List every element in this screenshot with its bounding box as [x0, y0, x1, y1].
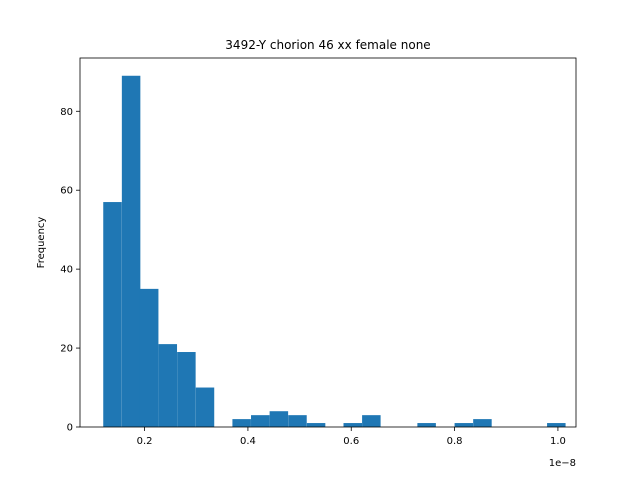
histogram-bar — [417, 423, 436, 427]
plot-frame — [79, 57, 577, 428]
y-tick-label: 80 — [60, 107, 73, 118]
histogram-bar — [232, 419, 251, 427]
y-tick-label: 20 — [60, 344, 73, 355]
x-tick-label: 0.4 — [240, 436, 256, 447]
x-tick-label: 0.6 — [343, 436, 359, 447]
histogram-bar — [177, 352, 196, 427]
histogram-bar — [454, 423, 474, 427]
histogram-bar — [158, 344, 178, 427]
x-tick-label: 0.8 — [447, 436, 463, 447]
chart-title: 3492-Y chorion 46 xx female none — [225, 38, 430, 52]
histogram-bar — [103, 202, 122, 427]
histogram-bar — [473, 419, 492, 427]
y-tick-label: 60 — [60, 186, 73, 197]
histogram-bar — [139, 288, 159, 427]
histogram-bar — [121, 75, 141, 427]
histogram-bar — [195, 387, 215, 427]
x-axis: 0.2 0.4 0.6 0.8 1.0 — [137, 427, 566, 447]
bars-group — [103, 75, 566, 427]
histogram-bar — [362, 415, 381, 427]
histogram-bar — [251, 415, 270, 427]
histogram-bar — [288, 415, 307, 427]
y-axis-label: Frequency — [36, 217, 47, 269]
x-axis-offset-label: 1e−8 — [549, 458, 576, 469]
histogram-bar — [269, 411, 289, 427]
y-axis: 0 20 40 60 80 — [60, 107, 80, 434]
y-tick-label: 40 — [60, 265, 73, 276]
histogram-bar — [306, 423, 326, 427]
histogram-bar — [343, 423, 362, 427]
x-tick-label: 0.2 — [137, 436, 153, 447]
y-tick-label: 0 — [67, 423, 73, 434]
x-tick-label: 1.0 — [550, 436, 566, 447]
histogram-bar — [547, 423, 566, 427]
